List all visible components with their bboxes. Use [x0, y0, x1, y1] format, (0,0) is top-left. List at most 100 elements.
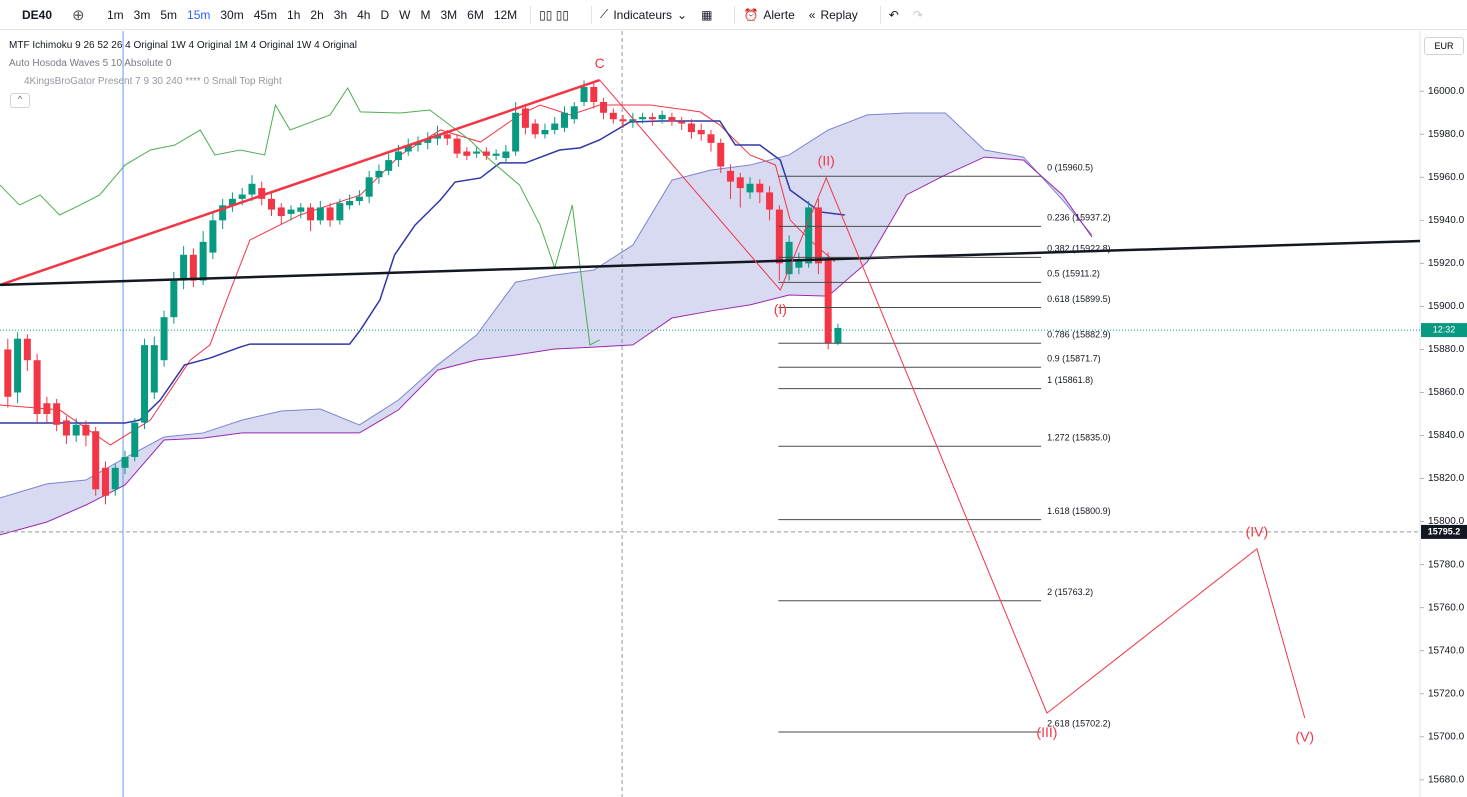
candle-body	[101, 467, 109, 496]
y-tick-label: 15880.0	[1428, 344, 1465, 355]
candle-body	[443, 134, 451, 139]
interval-button[interactable]: 5m	[160, 7, 178, 22]
wave-label: (I)	[774, 301, 787, 317]
candle-body	[824, 259, 832, 343]
candle-body	[131, 422, 139, 458]
fib-label: 1.618 (15800.9)	[1047, 506, 1111, 516]
fib-label: 0.5 (15911.2)	[1047, 269, 1100, 279]
candle-body	[541, 129, 549, 135]
interval-button[interactable]: 3M	[440, 7, 458, 22]
candle-body	[287, 209, 295, 214]
candle-body	[23, 338, 31, 361]
candle-body	[707, 134, 715, 143]
indicators-button[interactable]: ⟋ Indicateurs ⌄	[599, 7, 688, 22]
candle-body	[600, 102, 608, 113]
candle-body	[453, 138, 461, 154]
candle-body	[385, 160, 393, 171]
intervals: 1m 3m 5m 15m 30m 45m 1h 2h 3h 4h D W M 3M 6M 12M	[102, 8, 522, 22]
candle-body	[92, 431, 100, 490]
y-tick-label: 15700.0	[1428, 731, 1465, 742]
legend-line: MTF Ichimoku 9 26 52 26 4 Original 1W 4 …	[9, 40, 357, 51]
trend-line	[0, 239, 1421, 287]
candle-body	[580, 86, 588, 103]
candle-body	[170, 280, 178, 318]
y-tick-label: 16000.0	[1428, 86, 1465, 97]
candle-body	[697, 129, 705, 135]
fib-label: 0 (15960.5)	[1047, 163, 1093, 173]
cloud-edge	[0, 156, 1093, 536]
candle-body	[785, 241, 793, 275]
legend-line: 4KingsBroGator Present 7 9 30 240 **** 0…	[24, 76, 282, 87]
candle-body	[4, 349, 12, 397]
candle-body	[150, 345, 158, 393]
replay-label: Replay	[820, 7, 858, 22]
toolbar: DE40 ⊕ 1m 3m 5m 15m 30m 45m 1h 2h 3h 4h D W M 3M 6M 12M…	[0, 0, 1467, 30]
candle-body	[482, 151, 490, 156]
compare-button[interactable]: ⊕	[72, 6, 85, 24]
candle-body	[560, 112, 568, 128]
interval-button[interactable]: 4h	[357, 7, 371, 22]
candle-body	[121, 457, 129, 468]
interval-button[interactable]: 6M	[467, 7, 484, 22]
interval-button[interactable]: 15m	[187, 7, 211, 22]
candle-body	[551, 123, 559, 130]
alert-button[interactable]: ⏰ Alerte	[743, 7, 795, 22]
interval-button[interactable]: 30m	[220, 7, 244, 22]
candle-body	[570, 106, 578, 120]
candle-body	[297, 207, 305, 212]
candle-body	[736, 177, 744, 189]
candle-body	[375, 170, 383, 178]
candle-body	[267, 198, 275, 210]
cloud-edge	[0, 112, 1093, 499]
candle-body	[687, 123, 695, 133]
candle-body	[795, 259, 803, 268]
y-tick-label: 15820.0	[1428, 473, 1465, 484]
separator	[530, 5, 532, 24]
candle-body	[658, 114, 666, 120]
candle-body	[248, 183, 256, 195]
separator	[734, 5, 736, 24]
candle-body	[111, 467, 119, 490]
candle-body	[717, 142, 725, 167]
legend-line: Auto Hosoda Waves 5 10 Absolute 0	[9, 58, 172, 69]
interval-button[interactable]: 3m	[133, 7, 151, 22]
candle-body	[53, 403, 61, 425]
interval-button[interactable]: M	[420, 7, 431, 22]
candle-body	[521, 108, 529, 128]
candle-body	[502, 151, 510, 158]
undo-button[interactable]: ↶	[888, 7, 899, 22]
interval-button[interactable]: 12M	[493, 7, 518, 22]
interval-button[interactable]: 3h	[333, 7, 348, 22]
interval-button[interactable]: 45m	[253, 7, 278, 22]
wave-label: (V)	[1295, 729, 1314, 745]
candle-body	[463, 151, 471, 156]
interval-button[interactable]: 2h	[310, 7, 324, 22]
redo-button[interactable]: ↷	[912, 7, 923, 22]
replay-button[interactable]: « Replay	[808, 7, 858, 22]
chart-type-button[interactable]: ▯▯ ▯▯	[539, 7, 569, 22]
interval-button[interactable]: 1h	[287, 7, 301, 22]
candle-body	[473, 151, 481, 154]
collapse-button[interactable]: ^	[10, 93, 30, 108]
symbol[interactable]: DE40	[22, 7, 53, 22]
candle-body	[668, 117, 676, 122]
wave-label: (II)	[818, 153, 835, 169]
crosshair-badge	[1421, 524, 1467, 539]
interval-button[interactable]: W	[399, 7, 411, 22]
interval-button[interactable]: D	[380, 7, 390, 22]
candle-body	[492, 153, 500, 156]
last-price-badge	[1421, 323, 1467, 338]
indicators-label: Indicateurs	[613, 7, 673, 22]
layout-button[interactable]: ▦	[701, 7, 713, 22]
candle-body	[834, 327, 842, 343]
candle-body	[307, 207, 315, 221]
fib-label: 1 (15861.8)	[1047, 375, 1093, 385]
fib-label: 0.618 (15899.5)	[1047, 294, 1111, 304]
candle-body	[365, 177, 373, 197]
interval-button[interactable]: 1m	[107, 7, 124, 22]
currency[interactable]: EUR	[1424, 37, 1464, 55]
candle-body	[62, 420, 70, 436]
y-tick-label: 15760.0	[1428, 602, 1465, 613]
candle-body	[228, 198, 236, 206]
crosshair-label: 15795.2	[1428, 526, 1461, 536]
